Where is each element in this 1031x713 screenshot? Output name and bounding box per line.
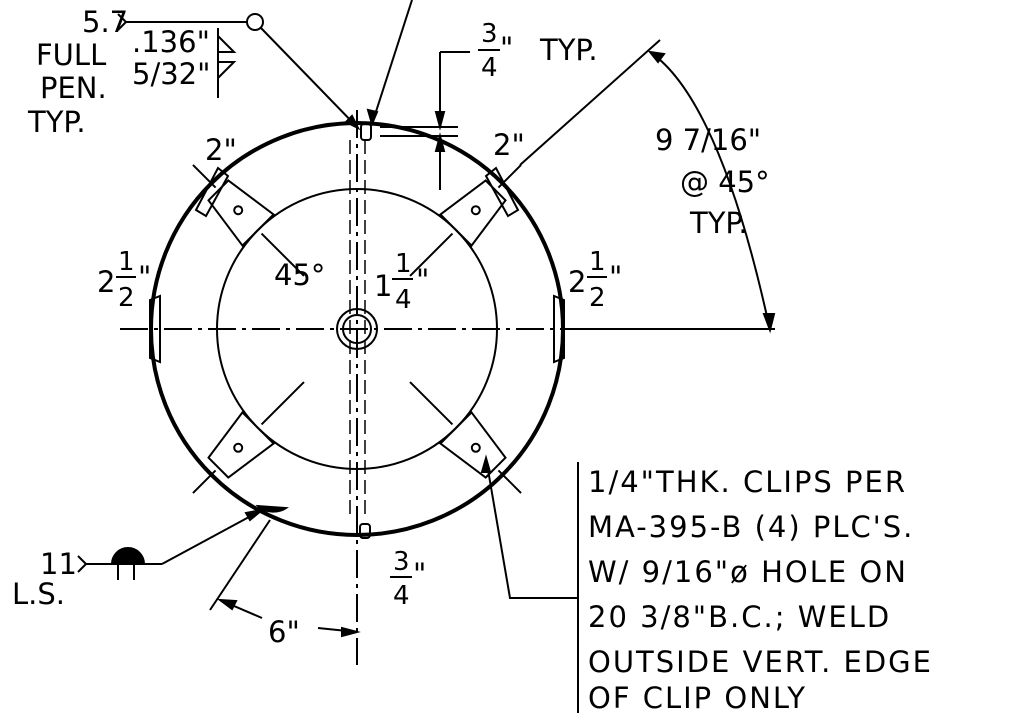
lug-dim: 2" xyxy=(205,133,237,167)
weld-symbol-bottom xyxy=(78,506,357,636)
fraction-whole: 2 xyxy=(568,265,586,299)
unit: " xyxy=(138,260,151,294)
drawing: 5.7 FULL PEN. TYP. .136" 5/32" 3 4 " TYP… xyxy=(0,0,1031,713)
weld-note: FULL xyxy=(36,38,106,72)
fraction-den: 2 xyxy=(118,283,135,313)
unit: " xyxy=(609,260,622,294)
note-line: OF CLIP ONLY xyxy=(588,681,807,713)
fraction-den: 4 xyxy=(393,581,410,611)
clip xyxy=(394,366,536,508)
note-line: 20 3/8"B.C.; WELD xyxy=(588,600,891,634)
weld-dim: 5/32" xyxy=(132,57,210,91)
weld-size: 11 xyxy=(40,547,77,581)
fraction-num: 3 xyxy=(393,547,410,577)
fraction-den: 4 xyxy=(481,53,498,83)
fraction-whole: 2 xyxy=(97,265,115,299)
clip xyxy=(177,366,319,508)
unit: " xyxy=(416,263,429,297)
dim-suffix: TYP. xyxy=(539,33,598,67)
weld-note: PEN. xyxy=(40,71,107,105)
note-line: OUTSIDE VERT. EDGE xyxy=(588,645,933,679)
weld-dim: .136" xyxy=(132,25,210,59)
spacing-dim: @ 45° xyxy=(680,165,770,199)
lug-dim: 2" xyxy=(493,128,525,162)
fraction-den: 4 xyxy=(395,285,412,315)
note-leader xyxy=(482,458,578,713)
fraction-num: 1 xyxy=(589,247,606,277)
fraction-num: 1 xyxy=(118,247,135,277)
spacing-dim: 9 7/16" xyxy=(655,123,761,157)
fraction-den: 2 xyxy=(589,283,606,313)
note-line: W/ 9/16"ø HOLE ON xyxy=(588,555,908,589)
fraction-num: 3 xyxy=(481,19,498,49)
unit: " xyxy=(413,557,426,591)
angle: 45° xyxy=(274,258,325,292)
note-line: 1/4"THK. CLIPS PER xyxy=(588,465,907,499)
weld-note: TYP. xyxy=(27,105,86,139)
dim: 6" xyxy=(268,615,300,649)
fraction-num: 1 xyxy=(395,249,412,279)
fraction-whole: 1 xyxy=(374,269,392,303)
spacing-dim: TYP. xyxy=(689,206,748,240)
weld-size: 5.7 xyxy=(82,5,128,39)
unit: " xyxy=(500,31,513,65)
weld-type: L.S. xyxy=(12,577,65,611)
note-line: MA-395-B (4) PLC'S. xyxy=(588,510,914,544)
